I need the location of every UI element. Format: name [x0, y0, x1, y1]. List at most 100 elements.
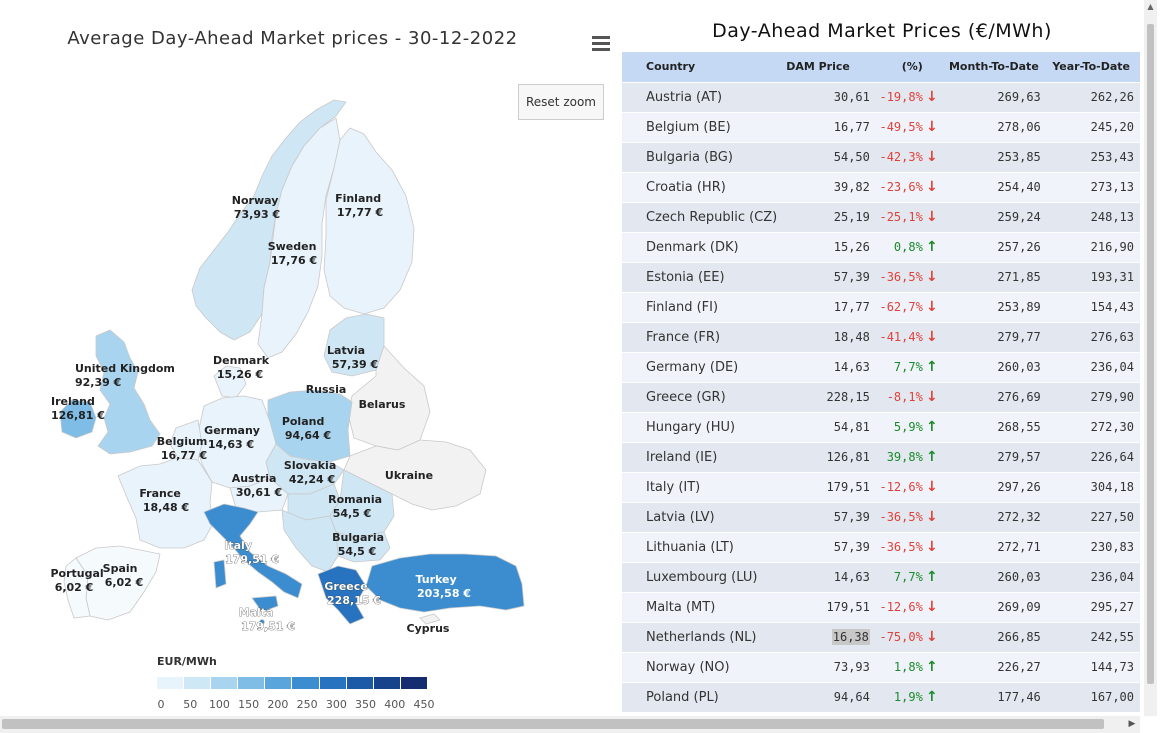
cell-percent-change: -41,4%	[871, 321, 923, 352]
map-country-balkans[interactable]	[281, 509, 339, 573]
cell-dam-price: 54,50	[778, 141, 872, 172]
map-country-sweden[interactable]	[257, 117, 341, 359]
horizontal-scrollbar[interactable]: ▶	[0, 716, 1140, 733]
cell-year-to-date: 276,63	[1042, 321, 1140, 352]
map-label-uk: United Kingdom 92,39 €	[75, 362, 179, 389]
cell-month-to-date: 254,40	[940, 171, 1043, 202]
cell-month-to-date: 253,85	[940, 141, 1043, 172]
table-row[interactable]: Norway (NO) 73,93 1,8% ↑ 226,27 144,73	[622, 651, 1140, 682]
vertical-scrollbar[interactable]: ▲	[1144, 0, 1157, 716]
scroll-right-arrow-icon[interactable]: ▶	[1128, 719, 1136, 729]
cell-country: Croatia (HR)	[622, 171, 779, 202]
cell-country: France (FR)	[622, 321, 779, 352]
table-row[interactable]: Estonia (EE) 57,39 -36,5% ↓ 271,85 193,31	[622, 261, 1140, 292]
cell-country: Norway (NO)	[622, 651, 779, 682]
table-row[interactable]: Malta (MT) 179,51 -12,6% ↓ 269,09 295,27	[622, 591, 1140, 622]
map-country-bulgaria[interactable]	[335, 531, 391, 563]
cell-percent-change: -19,8%	[871, 81, 923, 112]
arrow-up-icon: ↑	[922, 651, 941, 682]
legend-tick-label: 150	[238, 698, 260, 711]
table-row[interactable]: Hungary (HU) 54,81 5,9% ↑ 268,55 272,30	[622, 411, 1140, 442]
cell-year-to-date: 154,43	[1042, 291, 1140, 322]
header-month-to-date[interactable]: Month-To-Date	[940, 52, 1043, 82]
map-country-uk[interactable]	[95, 329, 161, 455]
header-dam-price[interactable]: DAM Price	[778, 52, 872, 82]
table-row[interactable]: Bulgaria (BG) 54,50 -42,3% ↓ 253,85 253,43	[622, 141, 1140, 172]
map-island-malta[interactable]	[259, 619, 265, 625]
cell-country: Luxembourg (LU)	[622, 561, 779, 592]
arrow-down-icon: ↓	[922, 321, 941, 352]
table-row[interactable]: Luxembourg (LU) 14,63 7,7% ↑ 260,03 236,04	[622, 561, 1140, 592]
cell-year-to-date: 144,73	[1042, 651, 1140, 682]
legend-swatch	[184, 677, 212, 689]
legend-tick-label: 400	[384, 698, 406, 711]
hamburger-menu-icon[interactable]	[590, 34, 612, 54]
map-country-ireland[interactable]	[59, 399, 97, 439]
table-row[interactable]: Denmark (DK) 15,26 0,8% ↑ 257,26 216,90	[622, 231, 1140, 262]
europe-map[interactable]: Norway 73,93 € Finland 17,77 € Sweden 17…	[0, 0, 615, 716]
cell-year-to-date: 245,20	[1042, 111, 1140, 142]
table-panel: Day-Ahead Market Prices (€/MWh) Country …	[622, 0, 1142, 716]
cell-dam-price: 73,93	[778, 651, 872, 682]
cell-dam-price: 57,39	[778, 531, 872, 562]
table-row[interactable]: Finland (FI) 17,77 -62,7% ↓ 253,89 154,43	[622, 291, 1140, 322]
map-country-greece[interactable]	[317, 565, 367, 625]
legend-tick-label: 250	[296, 698, 318, 711]
legend-tick-label: 200	[267, 698, 289, 711]
scroll-up-arrow-icon[interactable]: ▲	[1147, 2, 1154, 11]
table-row[interactable]: Italy (IT) 179,51 -12,6% ↓ 297,26 304,18	[622, 471, 1140, 502]
table-row[interactable]: Belgium (BE) 16,77 -49,5% ↓ 278,06 245,20	[622, 111, 1140, 142]
map-island-sicily[interactable]	[251, 595, 279, 613]
table-row[interactable]: Germany (DE) 14,63 7,7% ↑ 260,03 236,04	[622, 351, 1140, 382]
header-percent[interactable]: (%)	[871, 52, 923, 82]
cell-month-to-date: 272,32	[940, 501, 1043, 532]
cell-country: Lithuania (LT)	[622, 531, 779, 562]
table-row[interactable]: Netherlands (NL) 16,38 -75,0% ↓ 266,85 242,55	[622, 621, 1140, 652]
map-country-portugal[interactable]	[63, 557, 91, 619]
cell-percent-change: -23,6%	[871, 171, 923, 202]
table-row[interactable]: Croatia (HR) 39,82 -23,6% ↓ 254,40 273,13	[622, 171, 1140, 202]
table-row[interactable]: Poland (PL) 94,64 1,9% ↑ 177,46 167,00	[622, 681, 1140, 712]
map-label-romania: Romania 54,5 €	[328, 493, 386, 520]
arrow-down-icon: ↓	[922, 591, 941, 622]
table-row[interactable]: Lithuania (LT) 57,39 -36,5% ↓ 272,71 230,83	[622, 531, 1140, 562]
cell-month-to-date: 266,85	[940, 621, 1043, 652]
cell-percent-change: -49,5%	[871, 111, 923, 142]
cell-percent-change: -62,7%	[871, 291, 923, 322]
cell-country: Latvia (LV)	[622, 501, 779, 532]
horizontal-scrollbar-thumb[interactable]	[2, 719, 1104, 729]
vertical-scrollbar-thumb[interactable]	[1147, 24, 1154, 684]
header-country[interactable]: Country	[622, 52, 779, 82]
map-country-italy[interactable]	[203, 503, 303, 599]
cell-percent-change: -36,5%	[871, 261, 923, 292]
map-label-russia: Russia	[306, 383, 347, 396]
table-row[interactable]: Austria (AT) 30,61 -19,8% ↓ 269,63 262,26	[622, 81, 1140, 112]
reset-zoom-button[interactable]: Reset zoom	[518, 84, 604, 120]
map-label-malta: Malta 179,51 €	[239, 606, 295, 633]
cell-month-to-date: 257,26	[940, 231, 1043, 262]
legend-ticks: 0 50 100 150 200 250 300 350 400 450	[157, 698, 435, 712]
table-row[interactable]: France (FR) 18,48 -41,4% ↓ 279,77 276,63	[622, 321, 1140, 352]
arrow-down-icon: ↓	[922, 171, 941, 202]
arrow-down-icon: ↓	[922, 621, 941, 652]
map-label-latvia: Latvia 57,39 €	[327, 344, 378, 371]
cell-dam-price: 57,39	[778, 501, 872, 532]
arrow-down-icon: ↓	[922, 201, 941, 232]
cell-dam-price: 14,63	[778, 351, 872, 382]
cell-country: Greece (GR)	[622, 381, 779, 412]
map-country-turkey[interactable]	[365, 553, 525, 613]
table-row[interactable]: Czech Republic (CZ) 25,19 -25,1% ↓ 259,24 248…	[622, 201, 1140, 232]
map-label-ukraine: Ukraine	[385, 469, 433, 482]
table-row[interactable]: Latvia (LV) 57,39 -36,5% ↓ 272,32 227,50	[622, 501, 1140, 532]
map-country-denmark[interactable]	[213, 365, 247, 399]
cell-month-to-date: 279,57	[940, 441, 1043, 472]
map-label-belarus: Belarus	[359, 398, 406, 411]
map-island-sardinia[interactable]	[213, 559, 227, 589]
table-row[interactable]: Ireland (IE) 126,81 39,8% ↑ 279,57 226,64	[622, 441, 1140, 472]
map-island-cyprus[interactable]	[419, 613, 441, 625]
cell-country: Poland (PL)	[622, 681, 779, 712]
cell-percent-change: -12,6%	[871, 591, 923, 622]
map-country-finland[interactable]	[323, 127, 415, 315]
table-row[interactable]: Greece (GR) 228,15 -8,1% ↓ 276,69 279,90	[622, 381, 1140, 412]
header-year-to-date[interactable]: Year-To-Date	[1042, 52, 1140, 82]
